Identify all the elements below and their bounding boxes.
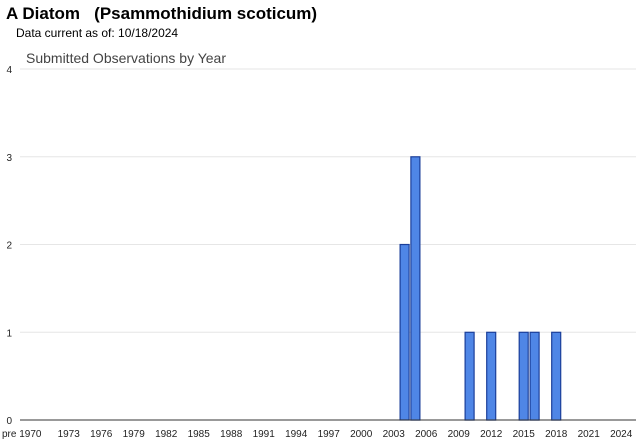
bar-2016[interactable] — [529, 331, 540, 421]
x-tick-label: 1997 — [318, 429, 341, 440]
y-tick-label: 4 — [6, 65, 12, 76]
bar-2012[interactable] — [486, 331, 497, 421]
bar-2005[interactable] — [410, 156, 421, 421]
y-tick-label: 3 — [6, 153, 12, 164]
species-title: A Diatom (Psammothidium scoticum) — [6, 4, 318, 23]
x-tick-label: 2000 — [350, 429, 373, 440]
x-tick-label: 2021 — [578, 429, 601, 440]
x-tick-label: 2012 — [480, 429, 503, 440]
x-tick-label: 1985 — [188, 429, 211, 440]
x-tick-label: 2024 — [610, 429, 633, 440]
bar-2015[interactable] — [518, 331, 529, 421]
x-tick-label: 1982 — [155, 429, 178, 440]
bar-2018[interactable] — [551, 331, 562, 421]
y-tick-label: 1 — [6, 328, 12, 339]
chart-title: Submitted Observations by Year — [26, 50, 226, 66]
data-current-date: Data current as of: 10/18/2024 — [16, 26, 179, 40]
x-tick-label: 2009 — [448, 429, 471, 440]
bar-2004[interactable] — [399, 243, 410, 421]
bar-2010[interactable] — [464, 331, 475, 421]
x-tick-label: 1973 — [58, 429, 81, 440]
x-tick-label: 1988 — [220, 429, 243, 440]
y-tick-label: 2 — [6, 241, 12, 252]
x-tick-label: 1979 — [123, 429, 146, 440]
x-tick-label: 1994 — [285, 429, 308, 440]
x-tick-label: 2015 — [513, 429, 536, 440]
x-tick-label: 1976 — [90, 429, 113, 440]
x-tick-label: 2006 — [415, 429, 438, 440]
x-tick-label: 2003 — [383, 429, 406, 440]
x-tick-label: pre 1970 — [2, 429, 42, 440]
x-tick-label: 1991 — [253, 429, 276, 440]
x-tick-label: 2018 — [545, 429, 568, 440]
y-tick-label: 0 — [6, 416, 12, 427]
